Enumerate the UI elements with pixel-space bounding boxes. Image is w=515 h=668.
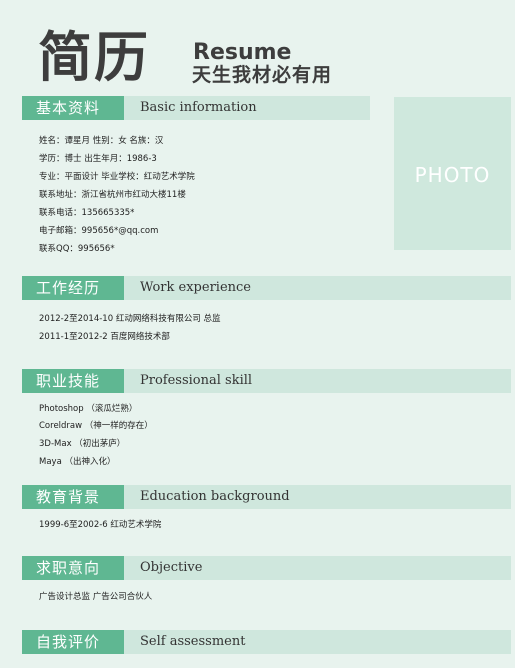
resume-title-en: Resume: [193, 40, 292, 65]
skill-line: 3D-Max （初出茅庐）: [39, 439, 126, 449]
photo-label: PHOTO: [414, 163, 491, 187]
photo-placeholder: PHOTO: [394, 97, 511, 250]
basic-line: 联系电话：135665335*: [39, 208, 135, 218]
section-objective-en: Objective: [140, 560, 203, 575]
work-line: 2011-1至2012-2 百度网络技术部: [39, 332, 170, 342]
section-objective-tag: 求职意向: [22, 556, 124, 580]
section-skill-tag: 职业技能: [22, 369, 124, 393]
section-work-tag: 工作经历: [22, 276, 124, 300]
basic-line: 专业：平面设计 毕业学校：红动艺术学院: [39, 172, 195, 182]
section-skill-header: 职业技能 Professional skill: [22, 369, 511, 393]
section-work-header: 工作经历 Work experience: [22, 276, 511, 300]
section-edu-tag: 教育背景: [22, 485, 124, 509]
work-line: 2012-2至2014-10 红动网络科技有限公司 总监: [39, 314, 221, 324]
section-basic-en: Basic information: [140, 100, 257, 115]
section-objective-header: 求职意向 Objective: [22, 556, 511, 580]
section-basic-header: 基本资料 Basic information: [22, 96, 370, 120]
section-edu-en: Education background: [140, 489, 290, 504]
skill-line: Maya （出神入化）: [39, 457, 116, 467]
section-self-header: 自我评价 Self assessment: [22, 630, 511, 654]
resume-subtitle: 天生我材必有用: [192, 64, 333, 86]
section-basic-tag: 基本资料: [22, 96, 124, 120]
resume-title-cn: 简历: [38, 26, 150, 89]
section-self-en: Self assessment: [140, 634, 246, 649]
basic-line: 学历：博士 出生年月：1986-3: [39, 154, 157, 164]
basic-line: 姓名：谭星月 性别：女 名族：汉: [39, 136, 164, 146]
basic-line: 联系QQ：995656*: [39, 244, 115, 254]
section-self-tag: 自我评价: [22, 630, 124, 654]
skill-line: Coreldraw （神一样的存在）: [39, 421, 153, 431]
basic-line: 电子邮箱：995656*@qq.com: [39, 226, 159, 236]
edu-line: 1999-6至2002-6 红动艺术学院: [39, 520, 162, 530]
skill-line: Photoshop （滚瓜烂熟）: [39, 404, 138, 414]
basic-line: 联系地址：浙江省杭州市红动大楼11楼: [39, 190, 186, 200]
section-work-en: Work experience: [140, 280, 251, 295]
section-skill-en: Professional skill: [140, 373, 253, 388]
section-edu-header: 教育背景 Education background: [22, 485, 511, 509]
objective-line: 广告设计总监 广告公司合伙人: [39, 592, 153, 602]
